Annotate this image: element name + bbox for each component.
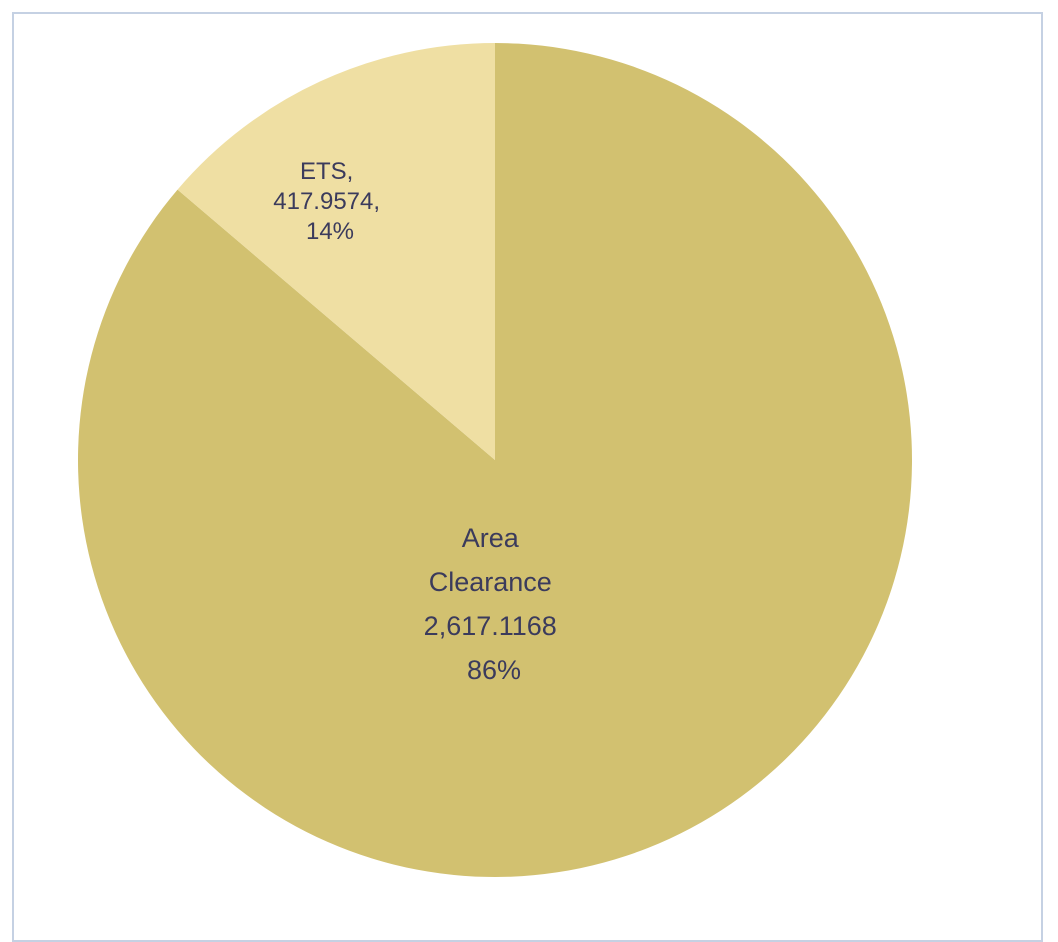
pie-chart: Area Clearance 2,617.1168 86% ETS, 417.9… <box>77 43 912 877</box>
pie-slice-area-clearance <box>77 43 912 877</box>
pie-slices <box>77 43 912 877</box>
slice-label-ets: ETS, 417.9574, 14% <box>273 158 386 245</box>
pie-slice-ets <box>177 43 495 460</box>
pie-labels: Area Clearance 2,617.1168 86% ETS, 417.9… <box>273 158 565 685</box>
chart-frame: Area Clearance 2,617.1168 86% ETS, 417.9… <box>12 12 1043 942</box>
slice-label-area-clearance: Area Clearance 2,617.1168 86% <box>424 523 565 685</box>
